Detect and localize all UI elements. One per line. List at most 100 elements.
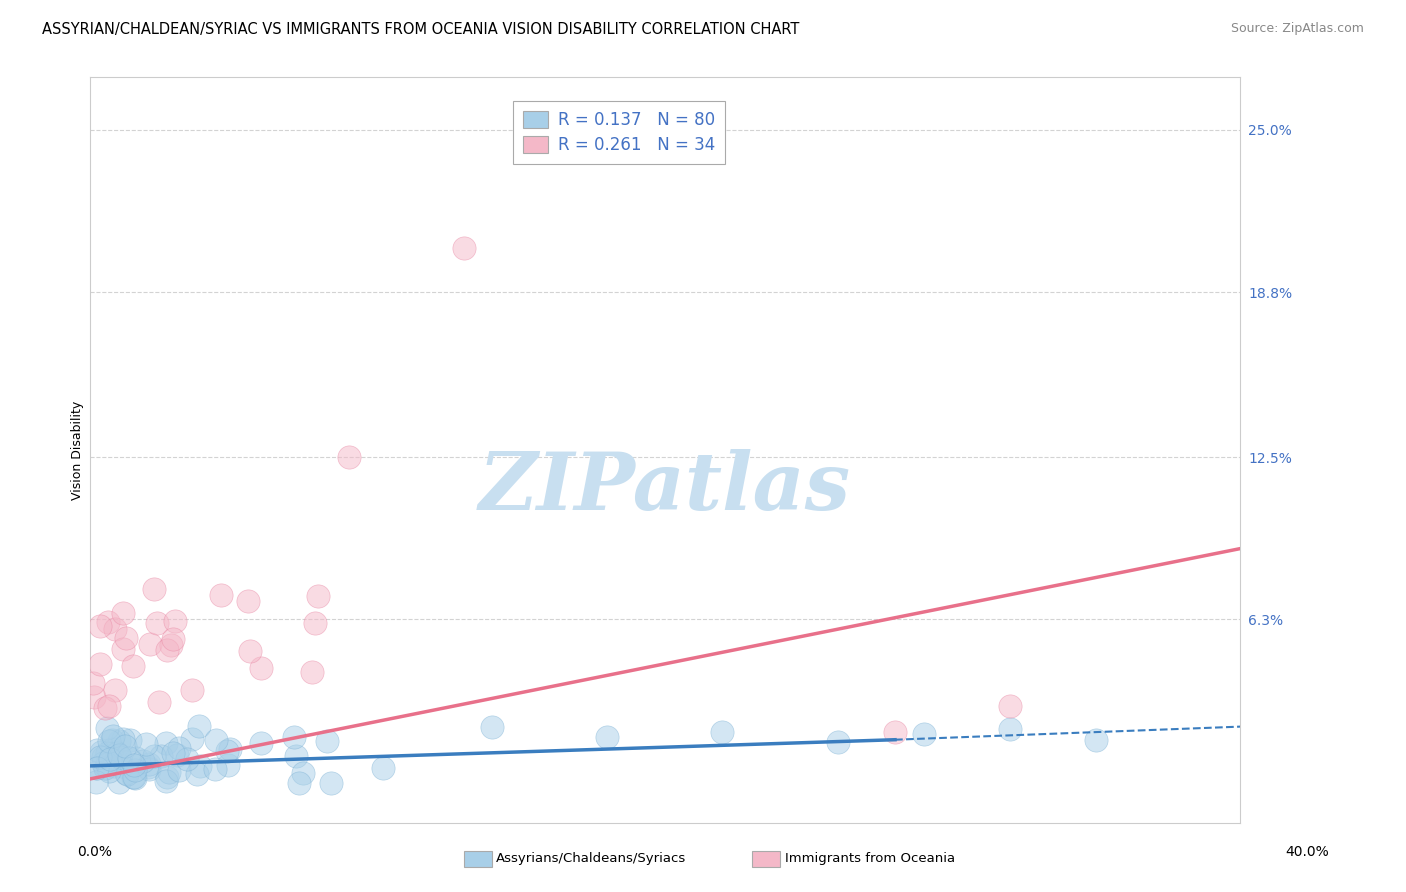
Point: [1085, 732, 1108, 747]
Point: [124, 764, 146, 778]
Point: [711, 724, 734, 739]
Point: [90, 745, 112, 759]
Point: [149, 748, 172, 763]
Legend: R = 0.137   N = 80, R = 0.261   N = 34: R = 0.137 N = 80, R = 0.261 N = 34: [513, 101, 725, 164]
Point: [162, 632, 184, 646]
Point: [118, 750, 141, 764]
Point: [115, 767, 138, 781]
Point: [187, 719, 209, 733]
Point: [97, 764, 120, 778]
Point: [321, 776, 343, 790]
Point: [115, 631, 138, 645]
Point: [120, 732, 142, 747]
Point: [204, 762, 226, 776]
Point: [156, 643, 179, 657]
Point: [84, 761, 107, 775]
Point: [89, 750, 111, 764]
Point: [371, 760, 394, 774]
Point: [148, 695, 170, 709]
Y-axis label: Vision Disability: Vision Disability: [72, 401, 84, 500]
Point: [98, 751, 121, 765]
Point: [100, 742, 122, 756]
Point: [110, 750, 132, 764]
Point: [135, 737, 157, 751]
Text: Assyrians/Chaldeans/Syriacs: Assyrians/Chaldeans/Syriacs: [496, 853, 686, 865]
Point: [138, 757, 160, 772]
Point: [827, 735, 849, 749]
Point: [104, 622, 127, 636]
Point: [104, 682, 127, 697]
Point: [96, 746, 118, 760]
Point: [998, 723, 1021, 737]
Point: [188, 759, 211, 773]
Point: [163, 615, 186, 629]
Point: [167, 740, 190, 755]
Point: [122, 770, 145, 784]
Text: Immigrants from Oceania: Immigrants from Oceania: [785, 853, 955, 865]
Point: [481, 720, 503, 734]
Point: [103, 729, 125, 743]
Point: [283, 730, 305, 744]
Point: [138, 762, 160, 776]
Point: [124, 771, 146, 785]
Text: 0.0%: 0.0%: [77, 846, 112, 859]
Point: [209, 588, 232, 602]
Point: [239, 643, 262, 657]
Point: [89, 619, 111, 633]
Point: [91, 749, 114, 764]
Point: [315, 733, 337, 747]
Text: ASSYRIAN/CHALDEAN/SYRIAC VS IMMIGRANTS FROM OCEANIA VISION DISABILITY CORRELATIO: ASSYRIAN/CHALDEAN/SYRIAC VS IMMIGRANTS F…: [42, 22, 800, 37]
Point: [453, 241, 475, 255]
Point: [155, 773, 177, 788]
Point: [96, 721, 118, 735]
Point: [97, 699, 120, 714]
Point: [111, 759, 134, 773]
Point: [86, 761, 108, 775]
Point: [103, 759, 125, 773]
Point: [122, 757, 145, 772]
Point: [114, 739, 136, 754]
Point: [291, 766, 314, 780]
Point: [167, 763, 190, 777]
Point: [107, 747, 129, 762]
Point: [115, 765, 138, 780]
Point: [337, 450, 360, 464]
Point: [284, 748, 307, 763]
Point: [107, 733, 129, 747]
Point: [249, 661, 271, 675]
Point: [98, 734, 121, 748]
Point: [307, 590, 329, 604]
Point: [218, 742, 240, 756]
Point: [112, 641, 135, 656]
Point: [108, 774, 131, 789]
Point: [146, 615, 169, 630]
Point: [82, 675, 104, 690]
Point: [304, 616, 326, 631]
Point: [217, 744, 239, 758]
Point: [236, 594, 259, 608]
Text: ZIPatlas: ZIPatlas: [479, 449, 851, 526]
Point: [884, 724, 907, 739]
Point: [94, 761, 117, 775]
Point: [125, 751, 148, 765]
Point: [301, 665, 323, 679]
Point: [180, 731, 202, 746]
Point: [156, 770, 179, 784]
Point: [96, 757, 118, 772]
Point: [132, 754, 155, 768]
Point: [89, 657, 111, 672]
Point: [122, 659, 145, 673]
Point: [181, 683, 204, 698]
Point: [176, 752, 198, 766]
Point: [143, 582, 166, 596]
Point: [93, 701, 115, 715]
Point: [86, 742, 108, 756]
Point: [162, 746, 184, 760]
Point: [998, 698, 1021, 713]
Point: [91, 756, 114, 771]
Point: [143, 748, 166, 763]
Point: [105, 746, 128, 760]
Point: [136, 759, 159, 773]
Point: [166, 747, 188, 762]
Point: [97, 615, 120, 630]
